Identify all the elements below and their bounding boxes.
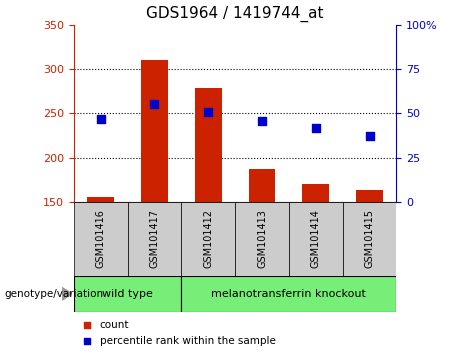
Point <box>258 118 266 124</box>
Bar <box>248 169 275 202</box>
Bar <box>141 60 168 202</box>
Bar <box>343 202 396 276</box>
Point <box>205 109 212 114</box>
Point <box>97 117 104 122</box>
Text: genotype/variation: genotype/variation <box>5 289 104 299</box>
Point <box>151 101 158 106</box>
Bar <box>128 202 181 276</box>
Text: percentile rank within the sample: percentile rank within the sample <box>100 336 276 346</box>
Text: GSM101416: GSM101416 <box>95 210 106 268</box>
Bar <box>74 276 181 312</box>
Bar <box>87 198 114 202</box>
Text: count: count <box>100 320 129 330</box>
Bar <box>302 184 329 202</box>
Bar <box>356 190 383 202</box>
Bar <box>74 202 128 276</box>
Text: GSM101415: GSM101415 <box>365 210 375 268</box>
Title: GDS1964 / 1419744_at: GDS1964 / 1419744_at <box>146 6 324 22</box>
Text: GSM101413: GSM101413 <box>257 210 267 268</box>
Point <box>83 322 90 328</box>
Point <box>366 133 373 139</box>
Bar <box>181 276 396 312</box>
Point <box>312 125 319 131</box>
Bar <box>289 202 343 276</box>
Bar <box>181 202 235 276</box>
Text: GSM101417: GSM101417 <box>149 210 160 268</box>
Text: GSM101414: GSM101414 <box>311 210 321 268</box>
Point <box>83 338 90 343</box>
Text: wild type: wild type <box>102 289 153 299</box>
Bar <box>235 202 289 276</box>
Polygon shape <box>62 287 72 300</box>
Text: GSM101412: GSM101412 <box>203 210 213 268</box>
Bar <box>195 88 222 202</box>
Text: melanotransferrin knockout: melanotransferrin knockout <box>212 289 366 299</box>
